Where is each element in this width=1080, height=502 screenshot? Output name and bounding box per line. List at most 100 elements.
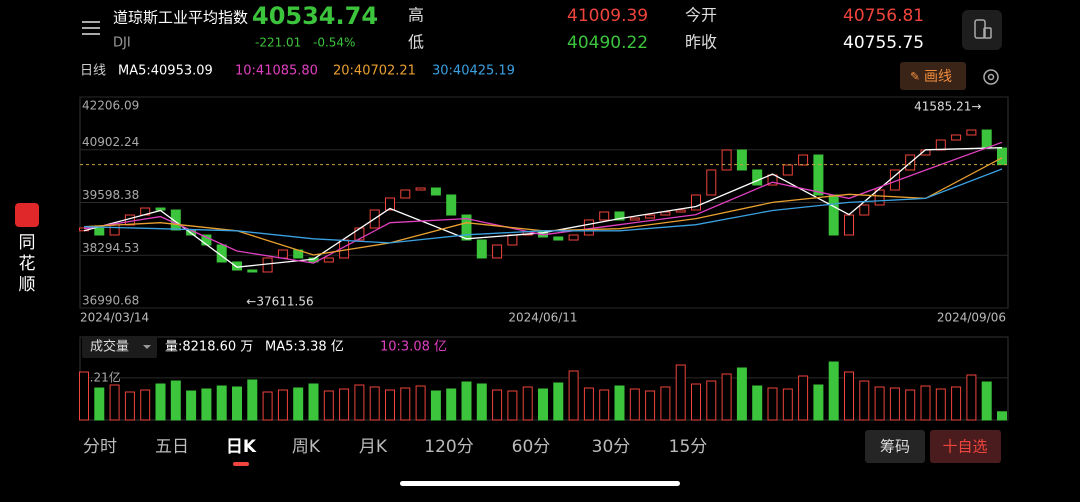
candle-body [691, 194, 701, 211]
chips-button[interactable]: 筹码 [865, 430, 925, 463]
volume-bar [981, 381, 992, 421]
draw-button[interactable]: ✎ 画线 [900, 62, 966, 90]
candle-body [782, 164, 793, 176]
candle-body [874, 189, 885, 206]
volume-bar [308, 383, 319, 421]
candle-body [155, 207, 166, 211]
volume-bar [935, 388, 946, 421]
label: 昨收 [685, 33, 717, 52]
code: DJI [113, 36, 131, 51]
volume-bar [889, 387, 900, 421]
candle-body [629, 217, 640, 221]
volume-bar [140, 389, 151, 421]
settings-icon[interactable] [983, 69, 999, 85]
volume-bar [798, 375, 809, 421]
volume-bar [476, 383, 487, 421]
candle-body [247, 269, 258, 273]
candle-body [798, 154, 809, 166]
logo-char: 花 [19, 254, 36, 274]
candle-body [323, 257, 334, 263]
candle-body [935, 139, 946, 151]
tab[interactable]: 15分 [669, 437, 708, 457]
volume-bar [247, 379, 258, 421]
volume-ma10: 10:3.08 亿 [380, 340, 447, 355]
candle-body [109, 224, 120, 236]
volume-tick-label: 4.21亿 [82, 369, 121, 384]
tab[interactable]: 日K [226, 437, 257, 457]
volume-bar [186, 390, 197, 421]
volume-amount: 量:8218.60 万 [165, 340, 253, 355]
tab[interactable]: 120分 [424, 437, 473, 457]
volume-bar [415, 385, 426, 421]
candle-body [446, 194, 457, 216]
tab[interactable]: 60分 [512, 437, 551, 457]
volume-selector[interactable]: 成交量 [82, 336, 157, 358]
candle-body [981, 129, 992, 149]
candle-body [507, 234, 518, 246]
candle-body [170, 209, 181, 231]
tab[interactable]: 月K [359, 437, 388, 457]
volume-bar [951, 386, 962, 421]
volume-bar [767, 387, 778, 421]
volume-bar [874, 386, 885, 421]
low: 40490.22 [567, 33, 648, 53]
volume-bar [492, 389, 503, 421]
candle-body [461, 214, 472, 241]
device-button[interactable] [962, 10, 1002, 50]
menu-icon[interactable] [82, 21, 100, 35]
volume-bar [997, 411, 1007, 421]
watchlist-label: 十自选 [942, 438, 987, 456]
logo-char: 同 [19, 233, 36, 253]
label: 低 [408, 33, 424, 52]
x-tick-label: 2024/06/11 [508, 311, 577, 325]
ma30: 30:40425.19 [432, 64, 515, 79]
candle-body [706, 169, 717, 196]
volume-bar [109, 384, 120, 421]
label: 高 [408, 6, 424, 25]
candle-body [752, 169, 763, 186]
tab[interactable]: 30分 [592, 437, 631, 457]
y-tick-label: 40902.24 [82, 135, 139, 149]
volume-bar [905, 389, 916, 421]
candle-body [828, 194, 839, 236]
volume-bar [216, 385, 227, 421]
volume-bar [614, 385, 625, 421]
tab[interactable]: 五日 [155, 437, 189, 457]
watchlist-button[interactable]: 十自选 [930, 430, 1001, 463]
candle-body [216, 244, 227, 263]
period: 日线 [80, 64, 106, 79]
volume-bar [385, 389, 395, 421]
candle-body [385, 197, 395, 211]
volume-bar [844, 371, 854, 421]
candle-body [430, 187, 441, 196]
volume-bar [966, 374, 977, 421]
volume-bar [430, 390, 441, 421]
tab[interactable]: 分时 [83, 437, 117, 457]
candle-body [721, 149, 732, 171]
candle-body [736, 149, 747, 171]
volume-bar [721, 373, 732, 421]
volume-label: 成交量 [90, 339, 129, 355]
volume-bar [538, 388, 548, 421]
stock-name: 道琼斯工业平均指数 [113, 9, 248, 27]
volume-bar [400, 387, 411, 421]
ma-line [83, 147, 1003, 268]
candle-body [675, 209, 686, 213]
volume-bar [782, 388, 793, 421]
candle-body [997, 147, 1007, 166]
volume-bar [752, 385, 763, 421]
label: 今开 [685, 6, 717, 25]
volume-bar [323, 390, 334, 421]
volume-bar [629, 388, 640, 421]
chips-label: 筹码 [880, 438, 910, 456]
draw-label: 画线 [924, 69, 952, 85]
volume-bar [828, 361, 839, 421]
low-annotation: ←37611.56 [246, 295, 313, 309]
tab[interactable]: 周K [292, 437, 321, 457]
volume-bar [645, 390, 656, 421]
volume-bar [691, 383, 701, 421]
home-indicator [400, 481, 680, 486]
volume-bar [277, 389, 288, 421]
prev-close: 40755.75 [843, 33, 924, 53]
